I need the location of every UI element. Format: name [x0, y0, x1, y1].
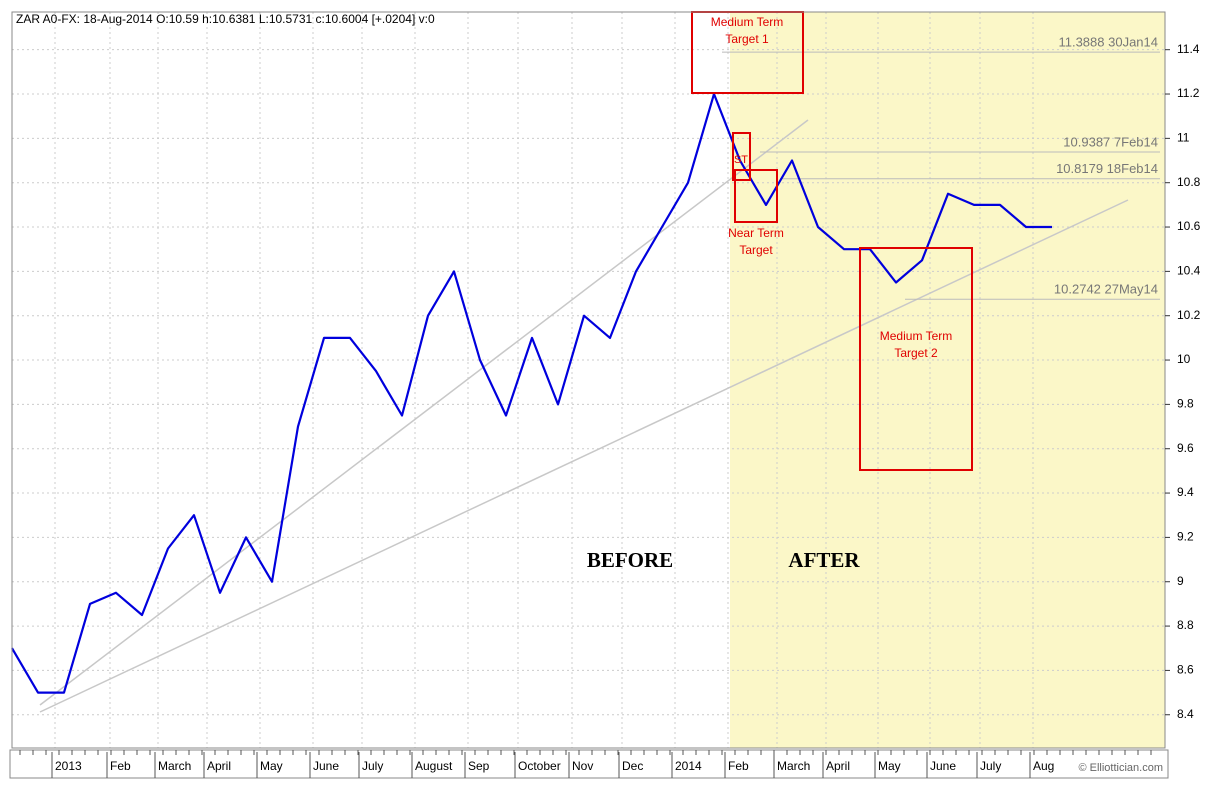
annotation: Medium Term	[880, 329, 952, 343]
y-tick-label: 10.6	[1177, 219, 1201, 233]
x-tick-label: July	[362, 759, 383, 773]
y-tick-label: 8.6	[1177, 663, 1194, 677]
y-tick-label: 8.8	[1177, 618, 1194, 632]
trend-line	[39, 199, 1129, 713]
chart-title: ZAR A0-FX: 18-Aug-2014 O:10.59 h:10.6381…	[16, 12, 435, 26]
x-tick-label: March	[158, 759, 191, 773]
x-tick-label: April	[826, 759, 850, 773]
x-tick-label: June	[930, 759, 956, 773]
y-tick-label: 9.2	[1177, 530, 1194, 544]
x-tick-label: October	[518, 759, 561, 773]
y-tick-label: 9	[1177, 574, 1184, 588]
y-tick-label: 10.2	[1177, 308, 1201, 322]
x-tick-label: June	[313, 759, 339, 773]
y-tick-label: 9.4	[1177, 485, 1194, 499]
y-tick-label: 10	[1177, 352, 1191, 366]
y-tick-label: 10.4	[1177, 264, 1201, 278]
x-tick-label: March	[777, 759, 810, 773]
level-label: 10.2742 27May14	[1054, 282, 1158, 297]
x-tick-label: Sep	[468, 759, 490, 773]
axes: 8.4 8.6 8.8 9 9.2 9.4 9.6 9.8 10 10.2 10.4 10.6 10.8…	[19, 42, 1201, 778]
x-tick-label: April	[207, 759, 231, 773]
after-region	[730, 12, 1165, 748]
level-label: 10.8179 18Feb14	[1056, 161, 1158, 176]
annotation: AFTER	[788, 548, 860, 572]
x-tick-label: May	[878, 759, 901, 773]
y-tick-label: 10.8	[1177, 175, 1201, 189]
plot-border	[11, 11, 1166, 749]
annotation: Near Term	[728, 226, 784, 240]
annotation: ST	[734, 154, 748, 166]
x-tick-label: Dec	[622, 759, 643, 773]
target-box	[734, 169, 778, 223]
y-tick-label: 9.6	[1177, 441, 1194, 455]
y-tick-label: 11.2	[1177, 86, 1200, 100]
x-tick-label: Feb	[728, 759, 749, 773]
annotation: Target	[739, 243, 773, 257]
target-box	[732, 132, 751, 181]
annotation: Medium Term	[711, 15, 783, 29]
y-tick-label: 11.4	[1177, 42, 1200, 56]
y-tick-label: 9.8	[1177, 397, 1194, 411]
annotation: BEFORE	[587, 548, 673, 572]
x-tick-label: Aug	[1033, 759, 1054, 773]
price-line	[11, 92, 1052, 694]
level-label: 11.3888 30Jan14	[1058, 35, 1158, 50]
y-tick-label: 8.4	[1177, 707, 1194, 721]
x-tick-label: August	[415, 759, 453, 773]
x-tick-label: Nov	[572, 759, 593, 773]
levels: 11.3888 30Jan14 10.9387 7Feb14 10.8179 18F…	[722, 35, 1160, 300]
x-tick-label: May	[260, 759, 283, 773]
x-tick-label: Feb	[110, 759, 131, 773]
x-axis-strip	[9, 749, 1169, 779]
x-tick-label: July	[980, 759, 1001, 773]
plot	[11, 92, 1052, 694]
x-tick-label: 2014	[675, 759, 702, 773]
x-tick-label: 2013	[55, 759, 82, 773]
annotation: Target 1	[725, 32, 769, 46]
y-tick-label: 11	[1177, 131, 1190, 145]
target-box	[859, 247, 973, 471]
trend-line	[39, 119, 809, 706]
watermark: © Elliottician.com	[1078, 762, 1163, 774]
level-label: 10.9387 7Feb14	[1063, 134, 1158, 149]
annotation: Target 2	[894, 346, 938, 360]
